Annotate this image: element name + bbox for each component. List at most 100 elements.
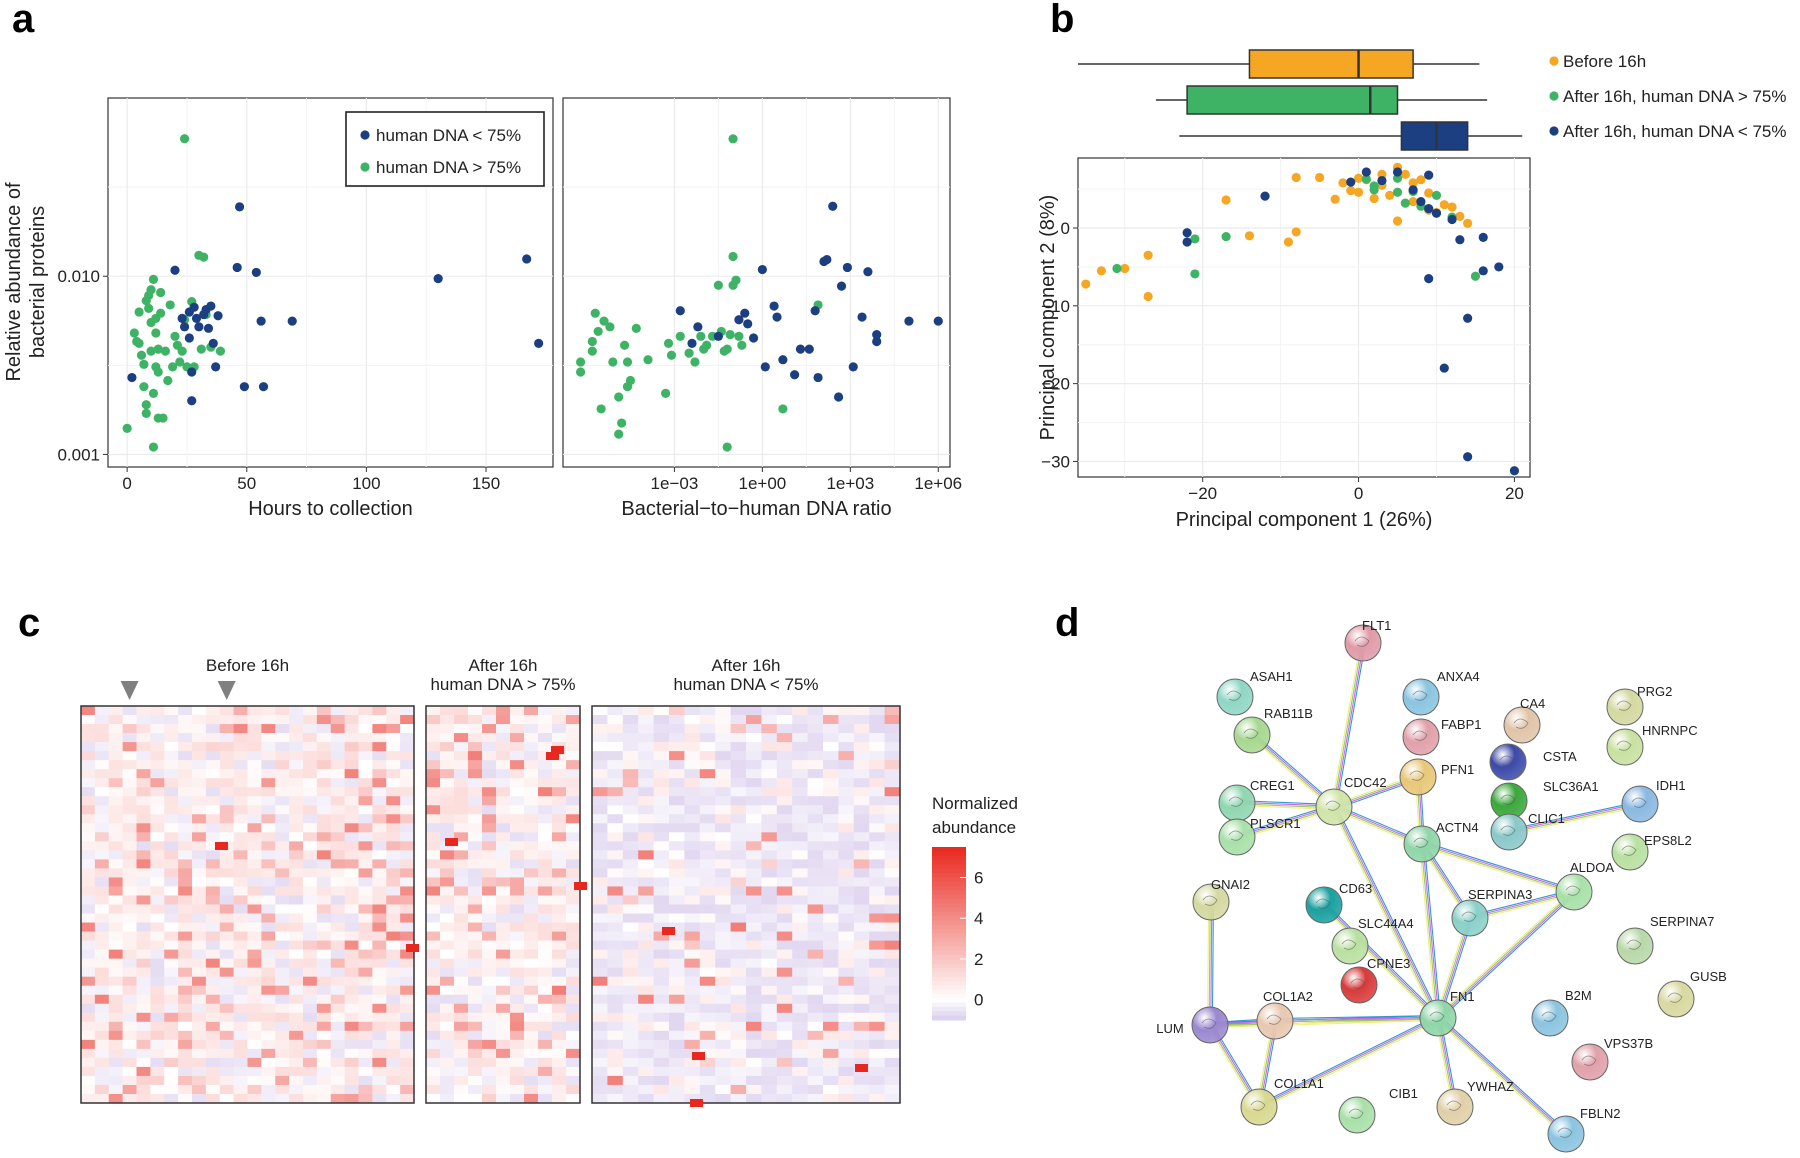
- protein-structure-glyph: [1581, 1055, 1597, 1066]
- network-node-label: CREG1: [1250, 778, 1295, 793]
- heatmap-cell: [823, 823, 839, 833]
- heatmap-cell: [496, 706, 511, 716]
- heatmap-cell: [440, 877, 455, 887]
- heatmap-cell: [426, 841, 441, 851]
- heatmap-cell: [219, 832, 235, 842]
- heatmap-cell: [440, 1021, 455, 1032]
- heatmap-cell: [538, 877, 553, 887]
- heatmap-cell: [838, 994, 855, 1005]
- point-orange: [1400, 169, 1410, 179]
- heatmap-frame: [591, 705, 901, 1104]
- heatmap-cell: [289, 976, 304, 987]
- heatmap-cell: [275, 913, 290, 923]
- heatmap-cell: [538, 985, 553, 996]
- heatmap-cell: [344, 1012, 359, 1023]
- heatmap-cell: [426, 1021, 441, 1032]
- heatmap-cell: [622, 877, 639, 887]
- heatmap-cell: [699, 940, 716, 951]
- point-green: [170, 331, 180, 341]
- heatmap-cell: [669, 724, 685, 734]
- heatmap-cell: [108, 1075, 124, 1086]
- heatmap-cell: [807, 940, 824, 951]
- heatmap-cell: [699, 733, 716, 743]
- heatmap-cell: [440, 994, 455, 1005]
- colorbar-segment: [932, 890, 966, 896]
- heatmap-cell: [653, 1057, 670, 1068]
- point-green: [156, 308, 166, 318]
- point-blue: [206, 301, 216, 311]
- heatmap-cell: [792, 868, 808, 878]
- network-node-label: VPS37B: [1604, 1036, 1653, 1051]
- heatmap-cell: [807, 1075, 824, 1086]
- protein-structure-glyph: [1315, 898, 1331, 909]
- heatmap-cell: [566, 805, 581, 815]
- heatmap-cell: [122, 796, 137, 806]
- heatmap-cell: [592, 877, 608, 887]
- heatmap-cell: [538, 931, 553, 941]
- heatmap-cell: [823, 706, 839, 716]
- heatmap-cell: [510, 1057, 525, 1068]
- heatmap-cell: [205, 814, 221, 824]
- heatmap-cell: [136, 814, 151, 824]
- heatmap-cell: [192, 832, 207, 842]
- heatmap-cell: [400, 724, 415, 734]
- heatmap-cell: [192, 742, 207, 752]
- heatmap-cell: [122, 940, 137, 951]
- point-green: [722, 344, 732, 354]
- network-node-sphere: [1621, 785, 1659, 823]
- heatmap-cell: [164, 1039, 179, 1050]
- heatmap-cell: [622, 931, 639, 941]
- heatmap-cell: [884, 823, 901, 833]
- heatmap-cell: [653, 760, 670, 770]
- heatmap-cell: [219, 814, 235, 824]
- heatmap-cell: [638, 724, 654, 734]
- heatmap-cell: [454, 1021, 469, 1032]
- point-green: [725, 330, 735, 340]
- network-node-serpina3: SERPINA3: [1451, 887, 1532, 937]
- heatmap-cell: [150, 724, 165, 734]
- heatmap-cell-hot: [662, 927, 675, 935]
- point-orange: [1455, 211, 1465, 221]
- heatmap-cell: [566, 1030, 581, 1041]
- heatmap-cell: [247, 967, 262, 978]
- heatmap-cell: [178, 1093, 193, 1104]
- heatmap-cell: [372, 985, 387, 996]
- heatmap-cell: [178, 850, 193, 860]
- heatmap-cell: [205, 850, 221, 860]
- heatmap-cell: [807, 877, 824, 887]
- heatmap-cell: [316, 958, 332, 969]
- heatmap-cell: [761, 742, 778, 752]
- heatmap-cell: [538, 1066, 553, 1077]
- heatmap-cell: [496, 958, 511, 969]
- heatmap-cell: [468, 895, 483, 905]
- heatmap-cell: [669, 742, 685, 752]
- heatmap-cell: [807, 967, 824, 978]
- heatmap-cell: [108, 886, 124, 896]
- network-node-label: FABP1: [1441, 717, 1481, 732]
- heatmap-cell: [108, 787, 124, 797]
- heatmap-cell: [330, 931, 346, 941]
- colorbar-segment: [932, 933, 966, 939]
- heatmap-cell: [607, 841, 624, 851]
- heatmap-cell: [524, 940, 539, 951]
- network-edge: [1323, 905, 1438, 1019]
- heatmap-cell: [792, 769, 808, 779]
- heatmap-cell: [192, 1048, 207, 1059]
- heatmap-cell: [81, 922, 96, 932]
- heatmap-cell: [496, 886, 511, 896]
- heatmap-cell: [178, 706, 193, 716]
- heatmap-cell: [792, 1048, 808, 1059]
- heatmap-cell: [730, 1039, 747, 1050]
- heatmap-cell: [440, 922, 455, 932]
- heatmap-cell: [303, 850, 318, 860]
- point-blue: [1494, 262, 1504, 272]
- network-node-sphere: [1315, 788, 1353, 826]
- heatmap-cell: [454, 841, 469, 851]
- point-green: [596, 404, 606, 414]
- heatmap-cell: [566, 796, 581, 806]
- heatmap-cell: [669, 877, 685, 887]
- network-edge: [1210, 902, 1213, 1026]
- heatmap-cell: [178, 832, 193, 842]
- heatmap-cell: [136, 976, 151, 987]
- heatmap-cell: [730, 1057, 747, 1068]
